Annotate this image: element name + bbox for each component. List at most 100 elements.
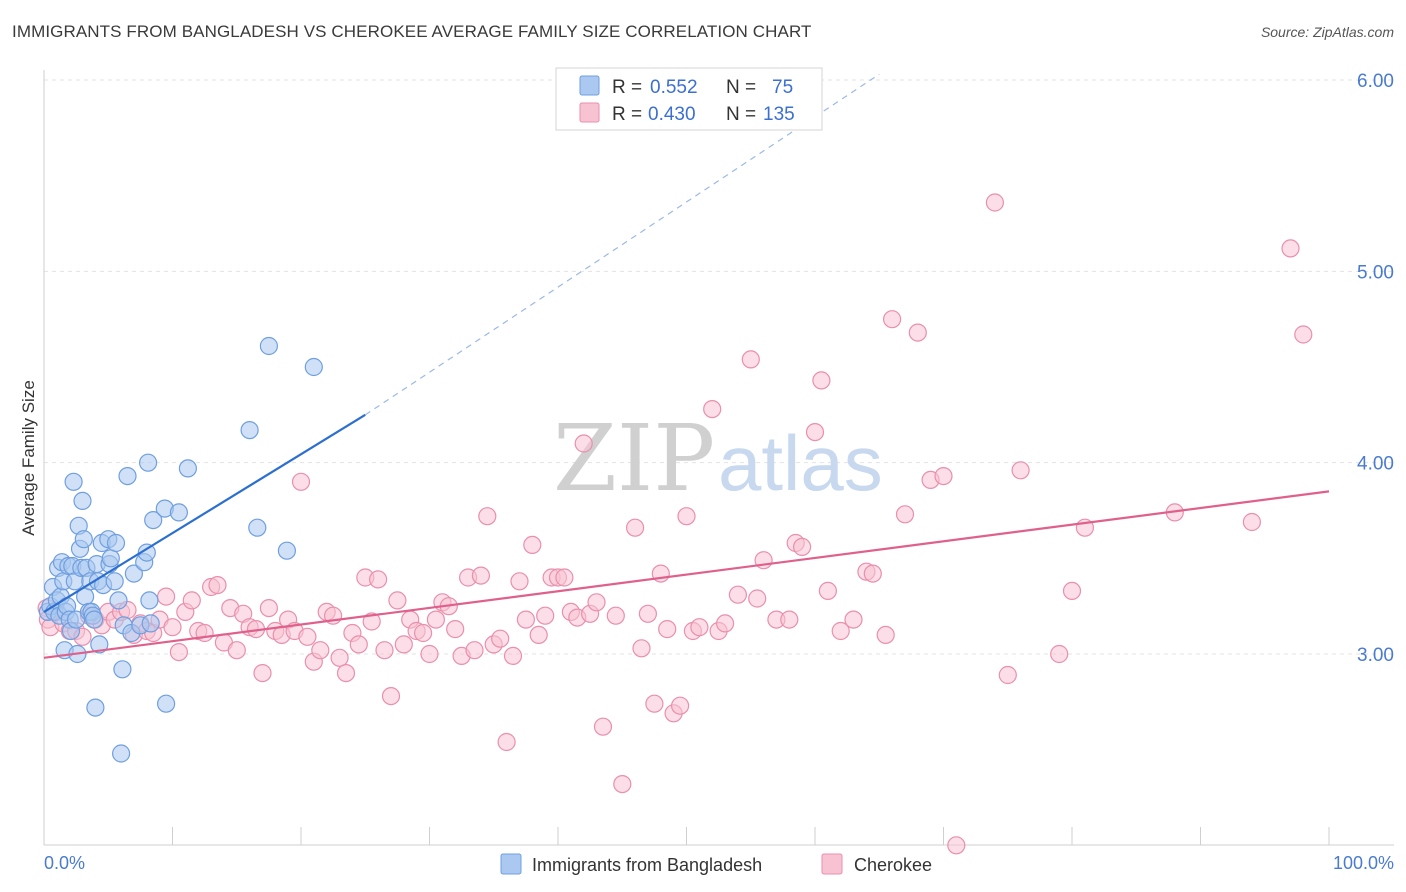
cherokee-trend-line bbox=[43, 490, 1330, 659]
bangladesh-point-64 bbox=[259, 336, 278, 356]
cherokee-point-72 bbox=[491, 629, 510, 648]
cherokee-point-60 bbox=[414, 623, 433, 643]
cherokee-point-116 bbox=[831, 621, 850, 641]
bottom-legend-swatch-pink bbox=[821, 853, 843, 875]
legend-n-value-2: 135 bbox=[763, 104, 795, 125]
cherokee-point-98 bbox=[670, 696, 690, 715]
bangladesh-point-17 bbox=[64, 472, 83, 491]
x-tick-label-min: 0.0% bbox=[44, 853, 85, 873]
trend-lines bbox=[43, 73, 1330, 659]
cherokee-point-88 bbox=[593, 717, 613, 736]
cherokee-point-20 bbox=[157, 587, 176, 606]
bangladesh-point-63 bbox=[248, 518, 267, 537]
cherokee-point-77 bbox=[523, 535, 542, 555]
legend-r-label-1: R = bbox=[612, 77, 642, 98]
cherokee-point-134 bbox=[1242, 512, 1262, 532]
cherokee-point-76 bbox=[516, 610, 536, 629]
bangladesh-point-43 bbox=[106, 533, 126, 553]
cherokee-point-44 bbox=[311, 641, 330, 660]
bangladesh-point-55 bbox=[140, 591, 159, 610]
cherokee-point-70 bbox=[478, 507, 497, 526]
cherokee-point-101 bbox=[690, 618, 709, 637]
bottom-legend-label-blue: Immigrants from Bangladesh bbox=[532, 855, 762, 875]
x-tick-label-max: 100.0% bbox=[1333, 853, 1394, 873]
bangladesh-point-59 bbox=[157, 694, 176, 713]
cherokee-point-55 bbox=[381, 686, 401, 706]
cherokee-point-62 bbox=[426, 610, 445, 629]
cherokee-point-52 bbox=[362, 612, 381, 631]
cherokee-point-75 bbox=[510, 572, 529, 591]
bottom-legend-swatch-blue bbox=[500, 853, 522, 875]
bottom-legend-label-pink: Cherokee bbox=[854, 855, 932, 875]
cherokee-point-125 bbox=[934, 467, 953, 486]
cherokee-point-36 bbox=[259, 598, 278, 618]
bangladesh-point-66 bbox=[304, 357, 323, 377]
cherokee-point-91 bbox=[625, 518, 645, 537]
bangladesh-point-60 bbox=[169, 503, 188, 522]
cherokee-point-21 bbox=[163, 618, 182, 637]
cherokee-point-35 bbox=[253, 663, 272, 683]
bangladesh-point-24 bbox=[73, 491, 92, 510]
bangladesh-point-25 bbox=[74, 530, 93, 549]
cherokee-point-130 bbox=[1050, 644, 1069, 664]
cherokee-point-122 bbox=[895, 505, 915, 524]
cherokee-point-96 bbox=[658, 619, 677, 639]
cherokee-point-123 bbox=[908, 323, 927, 342]
bangladesh-point-44 bbox=[109, 591, 128, 610]
x-ticks bbox=[43, 827, 1330, 845]
cherokee-point-128 bbox=[998, 665, 1017, 685]
cherokee-point-56 bbox=[388, 591, 407, 610]
cherokee-point-31 bbox=[227, 641, 246, 660]
cherokee-point-126 bbox=[947, 836, 966, 855]
cherokee-point-87 bbox=[587, 593, 606, 612]
watermark-zip: ZIP bbox=[553, 405, 715, 512]
cherokee-point-54 bbox=[375, 641, 394, 660]
watermark-atlas: atlas bbox=[718, 419, 883, 507]
cherokee-point-105 bbox=[728, 585, 748, 604]
cherokee-point-119 bbox=[863, 564, 882, 583]
cherokee-point-94 bbox=[645, 694, 664, 713]
axes bbox=[43, 70, 1394, 846]
cherokee-point-135 bbox=[1281, 239, 1300, 258]
cherokee-point-79 bbox=[536, 606, 555, 625]
cherokee-point-50 bbox=[349, 635, 368, 654]
bangladesh-point-62 bbox=[240, 421, 259, 440]
bangladesh-point-36 bbox=[90, 635, 109, 654]
cherokee-point-69 bbox=[471, 566, 490, 585]
cherokee-point-92 bbox=[632, 639, 651, 658]
bangladesh-trend-extension bbox=[364, 73, 880, 416]
bangladesh-point-41 bbox=[101, 549, 120, 568]
cherokee-point-90 bbox=[613, 774, 632, 794]
cherokee-point-82 bbox=[555, 568, 574, 587]
bangladesh-point-61 bbox=[178, 459, 197, 478]
legend-swatch-blue bbox=[579, 75, 600, 96]
y-axis-label: Average Family Size bbox=[19, 380, 38, 536]
bangladesh-point-54 bbox=[139, 453, 158, 472]
bangladesh-point-48 bbox=[118, 467, 137, 486]
cherokee-point-48 bbox=[336, 663, 356, 683]
cherokee-point-129 bbox=[1011, 461, 1030, 480]
cherokee-point-99 bbox=[677, 507, 696, 526]
cherokee-points bbox=[37, 193, 1313, 855]
bangladesh-trend-line bbox=[43, 413, 366, 613]
y-tick-labels: 3.00 4.00 5.00 6.00 bbox=[1357, 71, 1394, 666]
cherokee-point-110 bbox=[780, 610, 799, 629]
cherokee-point-74 bbox=[503, 646, 523, 666]
bangladesh-point-32 bbox=[84, 610, 104, 629]
legend-r-value-2: 0.430 bbox=[648, 104, 696, 125]
y-tick-label-1: 4.00 bbox=[1357, 454, 1394, 475]
legend-n-label-1: N = bbox=[726, 77, 756, 98]
cherokee-point-136 bbox=[1294, 325, 1313, 344]
cherokee-point-26 bbox=[195, 623, 214, 643]
bottom-legend: Immigrants from Bangladesh Cherokee bbox=[500, 853, 932, 875]
watermark: ZIP atlas bbox=[553, 405, 883, 512]
y-tick-label-0: 3.00 bbox=[1357, 645, 1394, 666]
grid-lines bbox=[44, 79, 1394, 655]
cherokee-point-127 bbox=[985, 193, 1005, 212]
cherokee-point-107 bbox=[748, 589, 767, 608]
chart-title: IMMIGRANTS FROM BANGLADESH VS CHEROKEE A… bbox=[12, 22, 812, 41]
cherokee-point-47 bbox=[330, 648, 349, 667]
cherokee-point-53 bbox=[369, 570, 388, 589]
bangladesh-point-46 bbox=[113, 660, 132, 679]
